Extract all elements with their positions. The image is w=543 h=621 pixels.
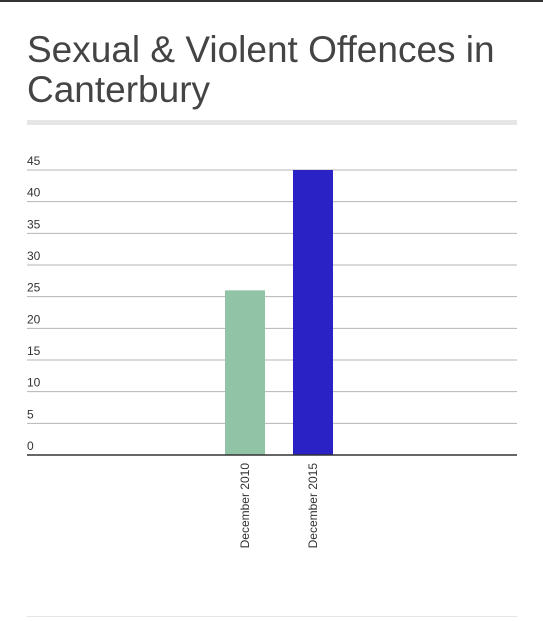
bar	[293, 170, 333, 455]
y-tick-label: 35	[27, 217, 41, 231]
gridlines	[27, 169, 517, 424]
y-tick-label: 0	[27, 439, 34, 453]
top-border	[0, 0, 543, 2]
x-category-label: December 2015	[306, 463, 320, 549]
y-tick-label: 30	[27, 249, 41, 263]
x-category-label: December 2010	[238, 463, 252, 549]
y-tick-label: 5	[27, 407, 34, 421]
y-tick-label: 45	[27, 154, 41, 168]
y-tick-label: 40	[27, 186, 41, 200]
y-axis-ticks: 0 5 10 15 20 25 30 35 40 45	[27, 154, 41, 453]
y-tick-label: 15	[27, 344, 41, 358]
bars	[225, 170, 333, 455]
y-tick-label: 20	[27, 312, 41, 326]
x-axis-labels: December 2010 December 2015	[238, 463, 320, 549]
title-divider	[27, 120, 517, 125]
bottom-divider	[27, 616, 517, 617]
bar	[225, 290, 265, 455]
y-tick-label: 25	[27, 281, 41, 295]
chart-title: Sexual & Violent Offences in Canterbury	[27, 29, 495, 110]
y-tick-label: 10	[27, 376, 41, 390]
